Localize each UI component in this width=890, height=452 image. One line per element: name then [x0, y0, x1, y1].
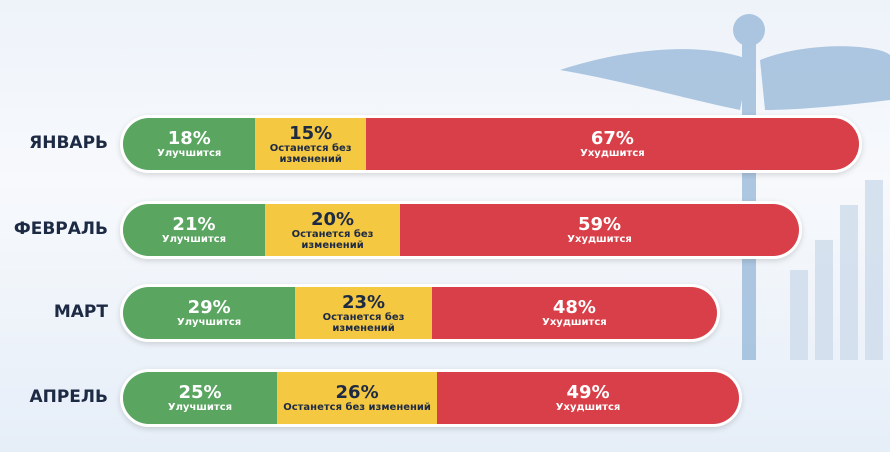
category-label: АПРЕЛЬ	[0, 369, 108, 425]
segment-label: Ухудшится	[576, 148, 649, 159]
bar-segment: 25%Улучшится	[123, 372, 277, 424]
segment-label: Ухудшится	[552, 402, 625, 413]
value-label: 21%	[172, 215, 215, 234]
bar-segment: 21%Улучшится	[123, 204, 265, 256]
infographic: ЯНВАРЬ18%Улучшится15%Останется без измен…	[0, 0, 890, 452]
bar-segment: 18%Улучшится	[123, 118, 255, 170]
bar-segment: 26%Останется без изменений	[277, 372, 437, 424]
bar-segment: 67%Ухудшится	[366, 118, 859, 170]
bar-segment: 49%Ухудшится	[437, 372, 739, 424]
segment-label: Улучшится	[173, 317, 245, 328]
segment-label: Ухудшится	[538, 317, 611, 328]
bar-segment: 20%Останется без изменений	[265, 204, 400, 256]
segment-label: Улучшится	[153, 148, 225, 159]
bar-segment: 23%Останется без изменений	[295, 287, 432, 339]
bar-segment: 48%Ухудшится	[432, 287, 717, 339]
category-label: ФЕВРАЛЬ	[0, 201, 108, 257]
segment-label: Ухудшится	[563, 234, 636, 245]
value-label: 20%	[311, 210, 354, 229]
value-label: 67%	[591, 129, 634, 148]
bar-segment: 15%Останется без изменений	[255, 118, 365, 170]
value-label: 23%	[342, 293, 385, 312]
category-label: ЯНВАРЬ	[0, 115, 108, 171]
value-label: 49%	[567, 383, 610, 402]
bar-segment: 59%Ухудшится	[400, 204, 799, 256]
segment-label: Останется без изменений	[255, 143, 365, 165]
value-label: 59%	[578, 215, 621, 234]
value-label: 48%	[553, 298, 596, 317]
value-label: 18%	[168, 129, 211, 148]
bar-segment: 29%Улучшится	[123, 287, 295, 339]
segment-label: Улучшится	[158, 234, 230, 245]
segment-label: Останется без изменений	[279, 402, 435, 413]
value-label: 15%	[289, 124, 332, 143]
segment-label: Улучшится	[164, 402, 236, 413]
segment-label: Останется без изменений	[295, 312, 432, 334]
value-label: 26%	[336, 383, 379, 402]
value-label: 29%	[188, 298, 231, 317]
value-label: 25%	[178, 383, 221, 402]
category-label: МАРТ	[0, 284, 108, 340]
segment-label: Останется без изменений	[265, 229, 400, 251]
